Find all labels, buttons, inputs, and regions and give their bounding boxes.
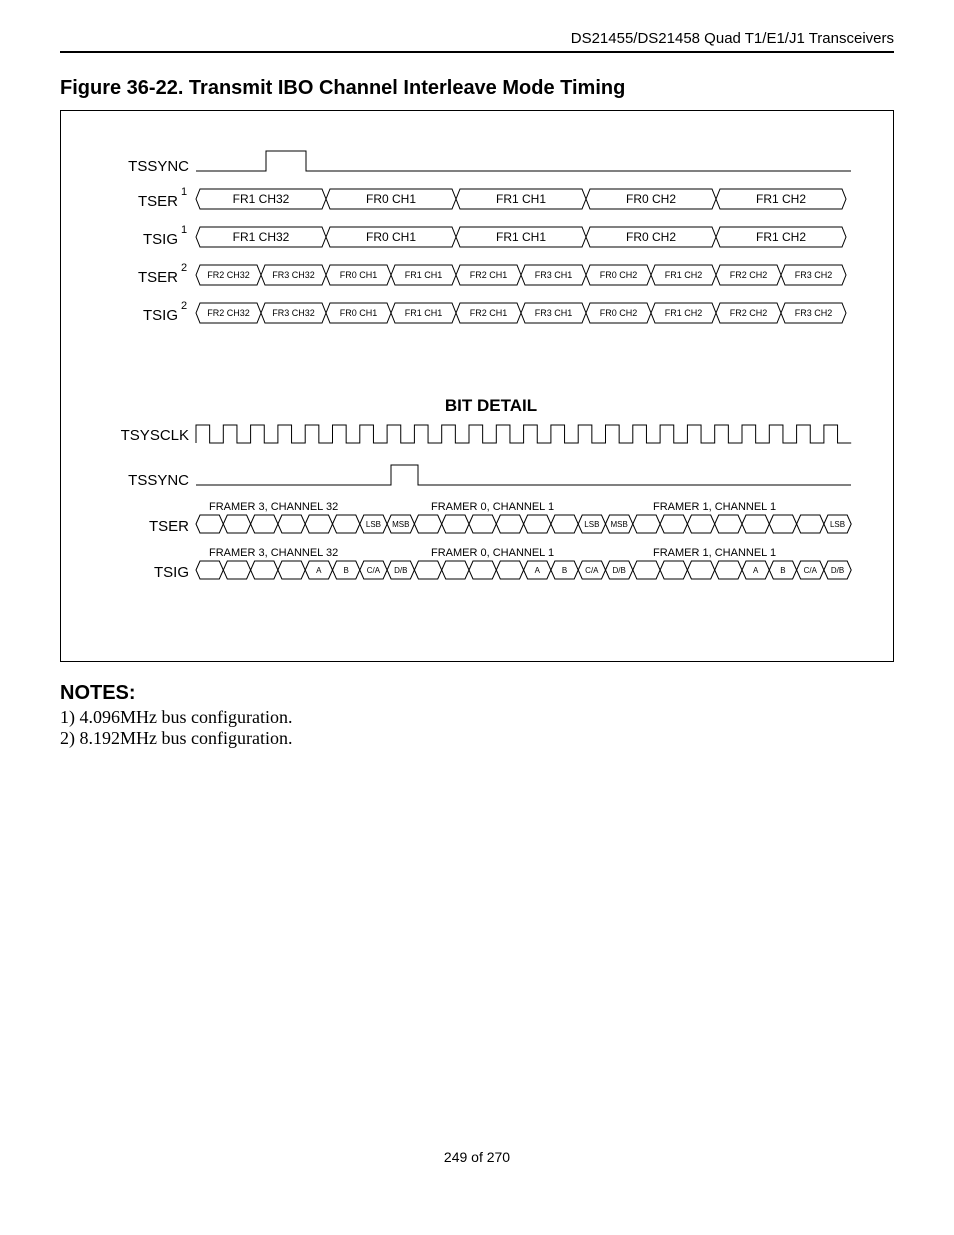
svg-text:A: A: [535, 566, 541, 575]
svg-text:A: A: [316, 566, 322, 575]
svg-text:C/A: C/A: [804, 566, 818, 575]
bit-detail-title: BIT DETAIL: [445, 396, 537, 415]
svg-text:FR1 CH2: FR1 CH2: [756, 192, 806, 206]
svg-text:FR0 CH1: FR0 CH1: [340, 308, 378, 318]
svg-text:FR0 CH2: FR0 CH2: [600, 308, 638, 318]
svg-text:LSB: LSB: [830, 520, 845, 529]
svg-text:FR3 CH2: FR3 CH2: [795, 308, 833, 318]
svg-text:C/A: C/A: [367, 566, 381, 575]
svg-text:FR1 CH32: FR1 CH32: [233, 230, 290, 244]
svg-text:FR0 CH2: FR0 CH2: [626, 192, 676, 206]
tssync-pulse: [196, 151, 851, 171]
svg-text:B: B: [343, 566, 348, 575]
label-tsysclk: TSYSCLK: [121, 427, 189, 444]
page-footer: 249 of 270: [60, 1149, 894, 1165]
svg-text:FR1 CH2: FR1 CH2: [756, 230, 806, 244]
svg-text:C/A: C/A: [585, 566, 599, 575]
tser1-row: FR1 CH32 FR0 CH1 FR1 CH1 FR0 CH2 FR1 CH2: [196, 189, 846, 209]
framer-label-1b: FRAMER 0, CHANNEL 1: [431, 547, 554, 559]
svg-text:B: B: [780, 566, 785, 575]
svg-text:LSB: LSB: [366, 520, 381, 529]
framer-label-1: FRAMER 0, CHANNEL 1: [431, 501, 554, 513]
label-tsig1-sup: 1: [181, 224, 187, 236]
framer-label-0b: FRAMER 3, CHANNEL 32: [209, 547, 338, 559]
svg-text:FR3 CH1: FR3 CH1: [535, 270, 573, 280]
header-rule: [60, 51, 894, 53]
svg-text:FR1 CH1: FR1 CH1: [496, 230, 546, 244]
svg-text:FR1 CH1: FR1 CH1: [496, 192, 546, 206]
svg-text:B: B: [562, 566, 567, 575]
svg-text:FR0 CH1: FR0 CH1: [340, 270, 378, 280]
label-tssync: TSSYNC: [128, 158, 189, 175]
svg-text:FR2 CH2: FR2 CH2: [730, 270, 768, 280]
svg-text:FR3 CH1: FR3 CH1: [535, 308, 573, 318]
label-tsig1: TSIG: [143, 231, 178, 248]
svg-text:MSB: MSB: [610, 520, 627, 529]
svg-text:FR3 CH2: FR3 CH2: [795, 270, 833, 280]
label-tsig2-sup: 2: [181, 300, 187, 312]
tsig-bit-row: A B C/A D/B A B C/A D/B A B C/A D/B: [196, 561, 851, 579]
notes-title: NOTES:: [60, 682, 894, 705]
svg-text:FR2 CH1: FR2 CH1: [470, 308, 508, 318]
framer-label-0: FRAMER 3, CHANNEL 32: [209, 501, 338, 513]
timing-svg: TSSYNC TSER 1 FR1 CH32 FR0 CH1 FR1 CH1 FR0 …: [81, 141, 871, 631]
svg-text:FR1 CH2: FR1 CH2: [665, 308, 703, 318]
label-tsig2: TSIG: [143, 307, 178, 324]
label-tser2: TSER: [138, 269, 178, 286]
svg-text:FR2 CH2: FR2 CH2: [730, 308, 768, 318]
svg-text:FR0 CH1: FR0 CH1: [366, 192, 416, 206]
label-tser2-sup: 2: [181, 262, 187, 274]
tser2-row: FR2 CH32 FR3 CH32 FR0 CH1 FR1 CH1 FR2 CH1 FR3…: [196, 265, 846, 285]
svg-text:FR0 CH2: FR0 CH2: [600, 270, 638, 280]
tsysclk-wave: [196, 425, 851, 443]
svg-text:FR3 CH32: FR3 CH32: [272, 270, 315, 280]
framer-label-2: FRAMER 1, CHANNEL 1: [653, 501, 776, 513]
notes-list: 1) 4.096MHz bus configuration. 2) 8.192M…: [60, 707, 894, 749]
note-item: 1) 4.096MHz bus configuration.: [60, 707, 894, 728]
page-header: DS21455/DS21458 Quad T1/E1/J1 Transceive…: [60, 30, 894, 47]
svg-text:D/B: D/B: [394, 566, 407, 575]
svg-text:D/B: D/B: [612, 566, 625, 575]
svg-text:FR1 CH2: FR1 CH2: [665, 270, 703, 280]
tsig1-row: FR1 CH32 FR0 CH1 FR1 CH1 FR0 CH2 FR1 CH2: [196, 227, 846, 247]
framer-label-2b: FRAMER 1, CHANNEL 1: [653, 547, 776, 559]
svg-text:FR2 CH32: FR2 CH32: [207, 270, 250, 280]
label-tser1-sup: 1: [181, 186, 187, 198]
svg-text:FR3 CH32: FR3 CH32: [272, 308, 315, 318]
svg-text:MSB: MSB: [392, 520, 409, 529]
timing-diagram: TSSYNC TSER 1 FR1 CH32 FR0 CH1 FR1 CH1 FR0 …: [60, 110, 894, 662]
label-tser1: TSER: [138, 193, 178, 210]
svg-text:LSB: LSB: [584, 520, 599, 529]
label-tser-b: TSER: [149, 518, 189, 535]
label-tssync-b: TSSYNC: [128, 472, 189, 489]
figure-title: Figure 36-22. Transmit IBO Channel Inter…: [60, 77, 894, 100]
label-tsig-b: TSIG: [154, 564, 189, 581]
svg-text:FR1 CH32: FR1 CH32: [233, 192, 290, 206]
tsig2-row: FR2 CH32 FR3 CH32 FR0 CH1 FR1 CH1 FR2 CH1 FR3…: [196, 303, 846, 323]
svg-text:FR1 CH1: FR1 CH1: [405, 308, 443, 318]
svg-text:D/B: D/B: [831, 566, 844, 575]
tser-bit-row: LSB MSB LSB MSB LSB: [196, 515, 851, 533]
tssync-pulse-b: [196, 465, 851, 485]
note-item: 2) 8.192MHz bus configuration.: [60, 728, 894, 749]
svg-text:FR1 CH1: FR1 CH1: [405, 270, 443, 280]
svg-text:A: A: [753, 566, 759, 575]
svg-text:FR0 CH2: FR0 CH2: [626, 230, 676, 244]
svg-text:FR2 CH32: FR2 CH32: [207, 308, 250, 318]
svg-text:FR0 CH1: FR0 CH1: [366, 230, 416, 244]
svg-text:FR2 CH1: FR2 CH1: [470, 270, 508, 280]
